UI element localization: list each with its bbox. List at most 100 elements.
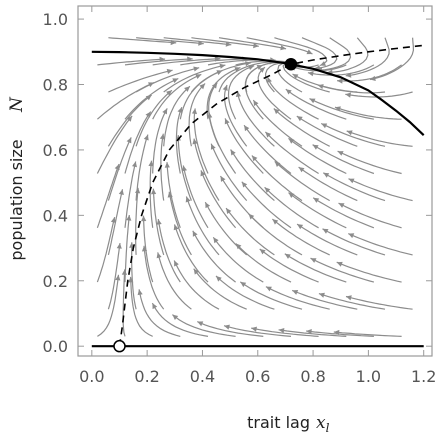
stream-arrowhead (298, 167, 305, 173)
stream-arrowhead (272, 219, 279, 225)
stream-line (173, 260, 220, 310)
stream-arrowhead (220, 176, 226, 182)
stream-line (193, 108, 209, 174)
stream-line (108, 69, 173, 93)
stream-arrowhead (141, 215, 147, 222)
stream-line (225, 207, 275, 256)
stream-line (124, 77, 179, 120)
x-tick-label: 0.4 (190, 367, 215, 386)
stream-line (193, 268, 247, 310)
stream-arrowhead (306, 329, 312, 335)
stream-line (210, 143, 248, 201)
stream-arrowhead (292, 290, 299, 295)
stream-line (163, 85, 191, 147)
stream-arrowhead (213, 237, 219, 244)
stream-line (191, 37, 259, 47)
stream-arrowhead (307, 71, 314, 77)
stream-line (326, 37, 369, 74)
stream-line (272, 218, 330, 256)
stream-line (310, 257, 375, 283)
stream-arrowhead (159, 133, 165, 140)
stream-line (96, 163, 120, 228)
stream-line (96, 216, 116, 283)
y-tick-label: 0.8 (43, 76, 68, 95)
stream-arrowhead (116, 243, 122, 249)
stream-arrowhead (346, 295, 352, 301)
stream-line (173, 224, 209, 283)
stream-line (192, 230, 236, 283)
stream-arrowhead (210, 143, 216, 150)
stream-arrowhead (288, 192, 295, 198)
stream-arrowhead (251, 326, 257, 332)
stream-line (345, 295, 413, 310)
stream-line (348, 233, 413, 256)
plot-frame (77, 5, 433, 357)
stream-line (124, 161, 137, 228)
stream-line (312, 197, 375, 229)
stream-arrowhead (162, 108, 168, 115)
stream-line (177, 135, 192, 201)
stream-arrowhead (234, 67, 241, 72)
stream-arrowhead (273, 108, 280, 115)
stream-arrowhead (151, 188, 157, 195)
stream-line (224, 118, 264, 174)
stream-arrowhead (313, 197, 320, 203)
stream-line (239, 281, 303, 310)
stream-line (301, 37, 338, 70)
stream-arrowhead (199, 83, 206, 90)
stream-line (212, 236, 264, 283)
x-axis-symbol: xl (316, 413, 330, 435)
stream-arrowhead (216, 276, 222, 282)
unstable-equilibrium-point (113, 339, 126, 353)
stream-line (318, 293, 386, 310)
stream-arrowhead (164, 162, 170, 168)
stream-arrowhead (297, 224, 304, 230)
stream-line (97, 58, 166, 66)
stream-arrowhead (310, 258, 317, 263)
stream-arrowhead (193, 66, 200, 72)
stream-line (296, 223, 358, 256)
stream-line (197, 321, 264, 337)
stream-arrowhead (128, 276, 134, 283)
stream-line (235, 243, 292, 283)
stream-arrowhead (195, 74, 202, 79)
stream-arrowhead (318, 292, 325, 298)
stream-arrowhead (126, 215, 132, 221)
stream-arrowhead (248, 65, 255, 70)
stream-arrowhead (337, 151, 344, 156)
stream-arrowhead (292, 74, 299, 79)
stream-arrowhead (132, 161, 137, 168)
stream-line (151, 302, 209, 337)
stream-arrowhead (278, 328, 285, 334)
stream-line (320, 122, 386, 147)
stream-line (296, 115, 358, 147)
stream-line (248, 213, 303, 256)
stream-arrowhead (235, 243, 242, 250)
stream-line (336, 261, 402, 283)
y-axis-label: population size (7, 139, 26, 260)
stream-line (193, 138, 220, 201)
stream-arrowhead (197, 321, 204, 327)
stream-arrowhead (312, 144, 319, 150)
stream-line (182, 165, 209, 229)
stream-arrowhead (177, 107, 183, 114)
stream-line (274, 160, 330, 202)
stream-line (333, 331, 402, 337)
stream-line (122, 269, 126, 337)
stream-arrowhead (259, 67, 265, 73)
stream-arrowhead (166, 68, 173, 74)
x-tick-label: 0.8 (300, 367, 325, 386)
stream-arrowhead (156, 252, 162, 259)
stream-arrowhead (240, 281, 247, 288)
stream-arrowhead (346, 130, 353, 136)
stream-arrowhead (256, 65, 263, 70)
stream-arrowhead (337, 78, 343, 84)
stream-line (246, 37, 313, 55)
stream-line (223, 325, 292, 337)
stream-arrowhead (172, 78, 179, 84)
stream-line (163, 64, 226, 93)
stream-line (322, 172, 386, 202)
stream-line (157, 252, 192, 310)
stream-arrowhead (126, 137, 132, 144)
